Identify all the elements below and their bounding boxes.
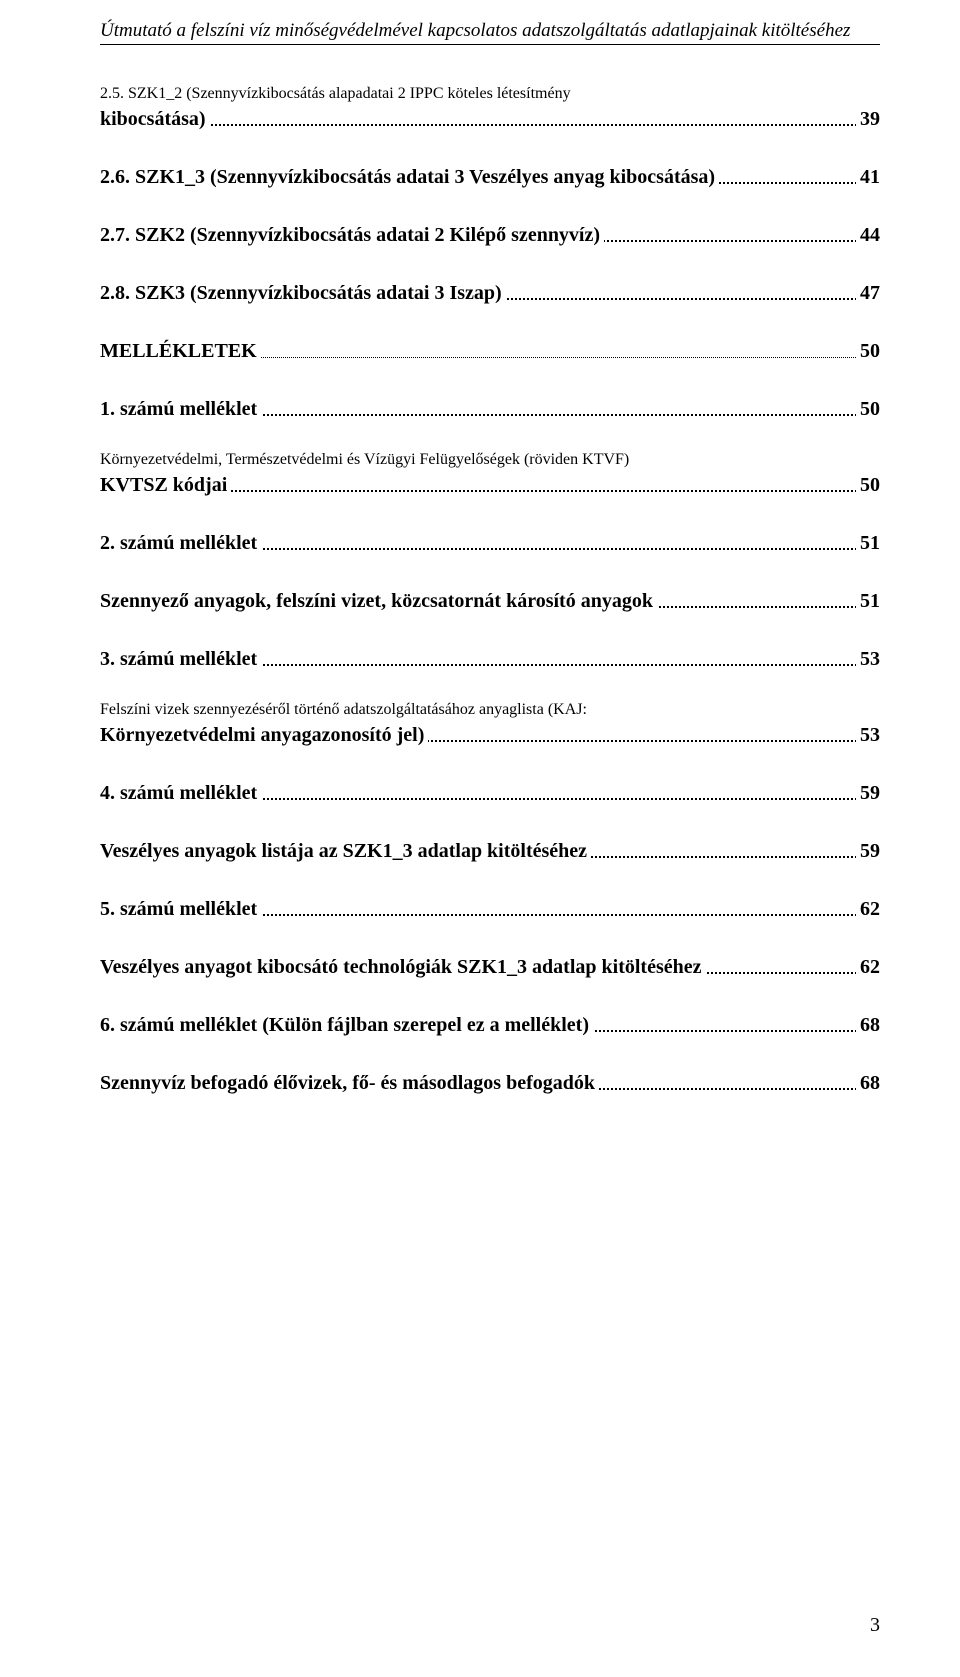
document-page: Útmutató a felszíni víz minőségvédelméve… bbox=[0, 0, 960, 1677]
toc-page-number: 62 bbox=[856, 893, 880, 925]
toc-page-number: 59 bbox=[856, 835, 880, 867]
toc-section: 51 Szennyező anyagok, felszíni vizet, köz… bbox=[100, 585, 880, 617]
toc-entry[interactable]: 68 6. számú melléklet (Külön fájlban szer… bbox=[100, 1009, 880, 1041]
toc-container: 2.5. SZK1_2 (Szennyvízkibocsátás alapada… bbox=[100, 85, 880, 1099]
toc-entry[interactable]: 59 4. számú melléklet bbox=[100, 777, 880, 809]
toc-entry[interactable]: 50 KVTSZ kódjai bbox=[100, 469, 880, 501]
toc-page-number: 51 bbox=[856, 585, 880, 617]
toc-entry[interactable]: 68 Szennyvíz befogadó élővizek, fő- és má… bbox=[100, 1067, 880, 1099]
toc-section: 59 Veszélyes anyagok listája az SZK1_3 ad… bbox=[100, 835, 880, 867]
toc-entry[interactable]: 59 Veszélyes anyagok listája az SZK1_3 ad… bbox=[100, 835, 880, 867]
toc-page-number: 50 bbox=[856, 335, 880, 367]
toc-line: Környezetvédelmi, Természetvédelmi és Ví… bbox=[100, 451, 880, 469]
toc-section: 62 Veszélyes anyagot kibocsátó technológi… bbox=[100, 951, 880, 983]
toc-section: 50 MELLÉKLETEK bbox=[100, 335, 880, 367]
toc-entry[interactable]: 53 Környezetvédelmi anyagazonosító jel) bbox=[100, 719, 880, 751]
toc-label: kibocsátása) bbox=[100, 108, 210, 130]
page-number: 3 bbox=[870, 1614, 880, 1637]
toc-label: Veszélyes anyagok listája az SZK1_3 adat… bbox=[100, 840, 591, 862]
toc-page-number: 59 bbox=[856, 777, 880, 809]
toc-section: 68 Szennyvíz befogadó élővizek, fő- és má… bbox=[100, 1067, 880, 1099]
toc-page-number: 50 bbox=[856, 393, 880, 425]
toc-entry[interactable]: 44 2.7. SZK2 (Szennyvízkibocsátás adatai … bbox=[100, 219, 880, 251]
toc-label: Szennyező anyagok, felszíni vizet, közcs… bbox=[100, 590, 657, 612]
page-header: Útmutató a felszíni víz minőségvédelméve… bbox=[100, 20, 880, 45]
toc-label: 4. számú melléklet bbox=[100, 782, 261, 804]
toc-page-number: 53 bbox=[856, 643, 880, 675]
toc-page-number: 62 bbox=[856, 951, 880, 983]
toc-label: 2.6. SZK1_3 (Szennyvízkibocsátás adatai … bbox=[100, 166, 719, 188]
toc-page-number: 68 bbox=[856, 1009, 880, 1041]
toc-label: 1. számú melléklet bbox=[100, 398, 261, 420]
toc-label: 5. számú melléklet bbox=[100, 898, 261, 920]
toc-entry[interactable]: 51 2. számú melléklet bbox=[100, 527, 880, 559]
toc-section: 2.5. SZK1_2 (Szennyvízkibocsátás alapada… bbox=[100, 85, 880, 135]
toc-section: 47 2.8. SZK3 (Szennyvízkibocsátás adatai … bbox=[100, 277, 880, 309]
toc-entry[interactable]: 62 5. számú melléklet bbox=[100, 893, 880, 925]
toc-entry[interactable]: 50 1. számú melléklet bbox=[100, 393, 880, 425]
toc-entry[interactable]: 41 2.6. SZK1_3 (Szennyvízkibocsátás adata… bbox=[100, 161, 880, 193]
toc-label: 2.7. SZK2 (Szennyvízkibocsátás adatai 2 … bbox=[100, 224, 604, 246]
toc-section: 68 6. számú melléklet (Külön fájlban szer… bbox=[100, 1009, 880, 1041]
toc-page-number: 39 bbox=[856, 103, 880, 135]
toc-label: Környezetvédelmi anyagazonosító jel) bbox=[100, 724, 428, 746]
toc-label: Veszélyes anyagot kibocsátó technológiák… bbox=[100, 956, 706, 978]
toc-section: 59 4. számú melléklet bbox=[100, 777, 880, 809]
toc-entry[interactable]: 51 Szennyező anyagok, felszíni vizet, köz… bbox=[100, 585, 880, 617]
toc-page-number: 68 bbox=[856, 1067, 880, 1099]
toc-page-number: 51 bbox=[856, 527, 880, 559]
toc-label: 2.8. SZK3 (Szennyvízkibocsátás adatai 3 … bbox=[100, 282, 506, 304]
toc-section: Környezetvédelmi, Természetvédelmi és Ví… bbox=[100, 451, 880, 501]
toc-page-number: 44 bbox=[856, 219, 880, 251]
toc-section: 50 1. számú melléklet bbox=[100, 393, 880, 425]
toc-label: MELLÉKLETEK bbox=[100, 340, 261, 362]
toc-page-number: 47 bbox=[856, 277, 880, 309]
toc-section: 44 2.7. SZK2 (Szennyvízkibocsátás adatai … bbox=[100, 219, 880, 251]
toc-label: KVTSZ kódjai bbox=[100, 474, 231, 496]
toc-section: 62 5. számú melléklet bbox=[100, 893, 880, 925]
toc-line: 2.5. SZK1_2 (Szennyvízkibocsátás alapada… bbox=[100, 85, 880, 103]
toc-label: 6. számú melléklet (Külön fájlban szerep… bbox=[100, 1014, 593, 1036]
toc-section: 51 2. számú melléklet bbox=[100, 527, 880, 559]
toc-section: 41 2.6. SZK1_3 (Szennyvízkibocsátás adata… bbox=[100, 161, 880, 193]
toc-page-number: 41 bbox=[856, 161, 880, 193]
toc-section: 53 3. számú melléklet bbox=[100, 643, 880, 675]
toc-line: Felszíni vizek szennyezéséről történő ad… bbox=[100, 701, 880, 719]
toc-entry[interactable]: 47 2.8. SZK3 (Szennyvízkibocsátás adatai … bbox=[100, 277, 880, 309]
toc-entry[interactable]: 62 Veszélyes anyagot kibocsátó technológi… bbox=[100, 951, 880, 983]
toc-label: Szennyvíz befogadó élővizek, fő- és máso… bbox=[100, 1072, 599, 1094]
toc-label: 3. számú melléklet bbox=[100, 648, 261, 670]
toc-entry[interactable]: 50 MELLÉKLETEK bbox=[100, 335, 880, 367]
toc-page-number: 50 bbox=[856, 469, 880, 501]
toc-entry[interactable]: 39 kibocsátása) bbox=[100, 103, 880, 135]
toc-label: 2. számú melléklet bbox=[100, 532, 261, 554]
toc-section: Felszíni vizek szennyezéséről történő ad… bbox=[100, 701, 880, 751]
toc-page-number: 53 bbox=[856, 719, 880, 751]
toc-entry[interactable]: 53 3. számú melléklet bbox=[100, 643, 880, 675]
